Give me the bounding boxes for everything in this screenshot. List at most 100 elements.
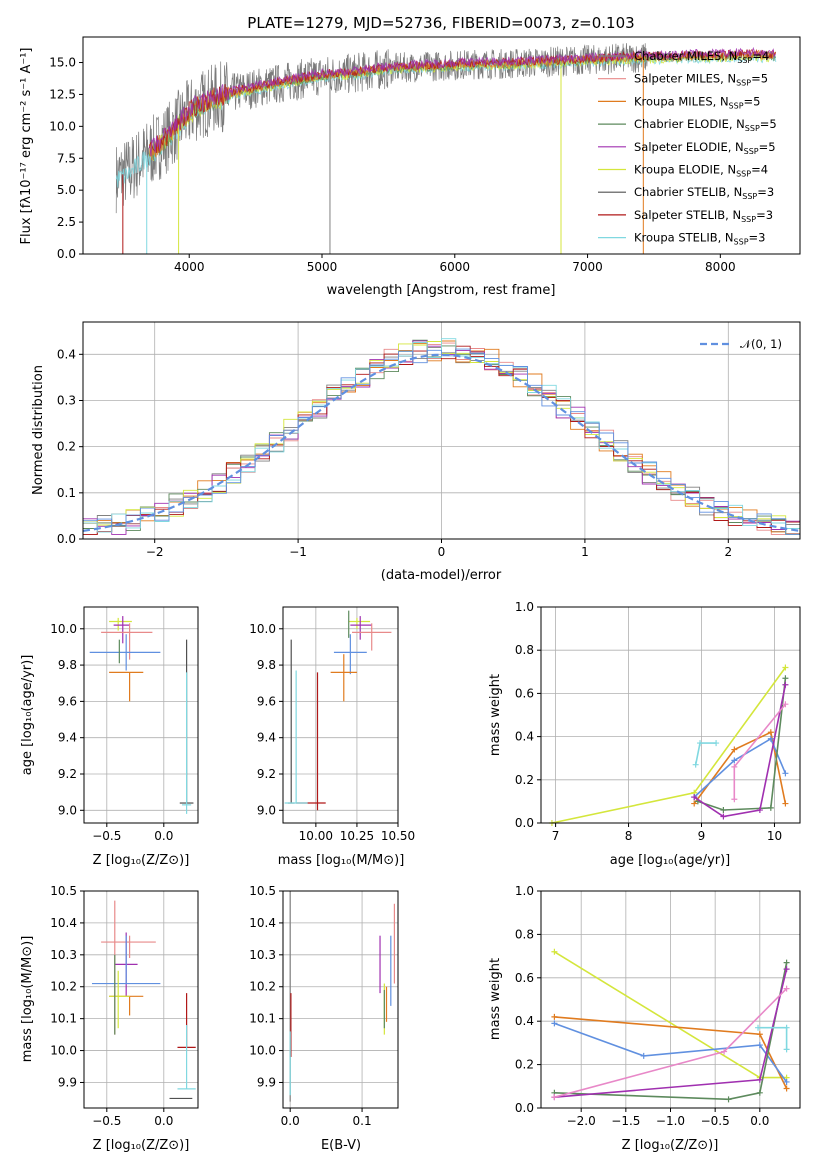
spectrum-xlabel: wavelength [Angstrom, rest frame] xyxy=(327,283,556,298)
z-weight-xlabel: Z [log₁₀(Z/Z⊙)] xyxy=(622,1138,719,1153)
z-age-ylabel: age [log₁₀(age/yr)] xyxy=(20,655,35,776)
chabrier-elodie-weights-marker xyxy=(767,804,774,811)
salpeter-elodie-weights-marker xyxy=(756,807,763,814)
kroupa-miles-zweights-marker xyxy=(756,1031,763,1038)
x-tick-label: 6000 xyxy=(440,260,471,274)
y-tick-label: 12.5 xyxy=(49,87,76,101)
salpeter_stelib-model-line xyxy=(148,48,777,154)
age-weight-panel: 7 8 9 10 0.0 0.2 0.4 0.6 0.8 1.0 age [log₁₀(age/y… xyxy=(488,600,801,868)
salpeter-elodie-weights-marker xyxy=(691,794,698,801)
legend-label-suffix: =3 xyxy=(757,185,774,199)
x-tick-label: 1 xyxy=(581,545,589,559)
y-tick-label: 0.8 xyxy=(515,927,534,941)
spectrum-panel: PLATE=1279, MJD=52736, FIBERID=0073, z=0… xyxy=(19,14,801,298)
kroupa-miles-zweights-marker xyxy=(551,1013,558,1020)
y-tick-label: 0.0 xyxy=(515,1101,534,1115)
legend-label-name: Salpeter MILES, N xyxy=(634,72,736,86)
ebv-mass-errorbars xyxy=(289,891,396,1102)
pink-weights-marker xyxy=(731,763,738,770)
z-mass-ylabel: mass [log₁₀(M/M⊙)] xyxy=(20,936,35,1063)
legend-label-name: Chabrier MILES, N xyxy=(634,49,737,63)
legend-label-subscript: SSP xyxy=(736,79,751,88)
kroupa-stelib-weights-marker xyxy=(697,740,704,747)
y-tick-label: 10.0 xyxy=(50,1044,77,1058)
mass-age-xlabel: mass [log₁₀(M/M⊙)] xyxy=(278,853,405,868)
legend-label-subscript: SSP xyxy=(729,101,744,110)
y-tick-label: 0.6 xyxy=(515,971,534,985)
residual-histograms xyxy=(82,338,801,535)
z-age-errorbars xyxy=(89,616,194,814)
salpeter-elodie-weights-marker xyxy=(720,813,727,820)
y-tick-label: 0.2 xyxy=(515,773,534,787)
x-tick-label: 4000 xyxy=(174,260,205,274)
normal-curve-legend-label: 𝒩(0, 1) xyxy=(740,337,782,351)
y-tick-label: 10.0 xyxy=(49,119,76,133)
z-mass-grid: −0.5 0.0 9.9 10.0 10.1 10.2 10.3 10.4 10.5 xyxy=(50,884,198,1128)
y-tick-label: 9.4 xyxy=(257,731,276,745)
y-tick-label: 10.2 xyxy=(249,980,276,994)
y-tick-label: 9.0 xyxy=(257,803,276,817)
salpeter-elodie-weights-line xyxy=(693,684,787,818)
kroupa-miles-weights-marker xyxy=(731,746,738,753)
chabrier-elodie-zweights-marker xyxy=(725,1096,732,1103)
y-tick-label: 9.4 xyxy=(58,731,77,745)
y-tick-label: 10.0 xyxy=(50,622,77,636)
kroupa-miles-weights-marker xyxy=(767,729,774,736)
legend-label-suffix: =3 xyxy=(756,208,773,222)
chabrier-elodie-weights-marker xyxy=(782,675,789,682)
kroupa-miles-weights-marker xyxy=(691,800,698,807)
z-weight-axes-frame xyxy=(540,890,801,1109)
legend-label-name: Chabrier ELODIE, N xyxy=(634,117,745,131)
kroupa-elodie-zweights-marker xyxy=(551,948,558,955)
y-tick-label: 10.1 xyxy=(249,1012,276,1026)
ebv-mass-grid: 0.0 0.1 9.9 10.0 10.1 10.2 10.3 10.4 10.5 xyxy=(249,884,398,1128)
y-tick-label: 9.2 xyxy=(58,767,77,781)
x-tick-label: 0.0 xyxy=(154,1114,173,1128)
salpeter-elodie-zweights-marker xyxy=(756,1076,763,1083)
legend-label-subscript: SSP xyxy=(736,170,751,179)
mass-age-errorbars xyxy=(284,610,392,811)
y-tick-label: 10.1 xyxy=(50,1012,77,1026)
x-tick-label: 7000 xyxy=(572,260,603,274)
legend-label-suffix: =5 xyxy=(744,94,761,108)
legend-label-suffix: =3 xyxy=(749,231,766,245)
legend-label-kroupa_stelib: Kroupa STELIB, NSSP=3 xyxy=(634,231,765,247)
normal-zweights-marker xyxy=(783,1078,790,1085)
legend-label-name: Chabrier STELIB, N xyxy=(634,185,742,199)
kroupa-stelib-weights-marker xyxy=(692,761,699,768)
salpeter-elodie-zweights-marker xyxy=(783,966,790,973)
y-tick-label: 9.9 xyxy=(58,1075,77,1089)
x-tick-label: 10.00 xyxy=(299,829,333,843)
y-tick-label: 0.8 xyxy=(515,643,534,657)
z-weight-lines xyxy=(551,948,790,1103)
kroupa-stelib-zweights-marker xyxy=(783,1024,790,1031)
normal-weights-marker xyxy=(782,770,789,777)
spectrum-lines xyxy=(115,43,777,254)
kroupa-stelib-zweights-marker xyxy=(755,1024,762,1031)
pink-zweights-marker xyxy=(783,985,790,992)
x-tick-label: −1.5 xyxy=(611,1114,640,1128)
kroupa-miles-weights-line xyxy=(693,731,787,805)
legend-label-name: Salpeter STELIB, N xyxy=(634,208,741,222)
x-tick-label: 0 xyxy=(438,545,446,559)
z-weight-panel: −2.0 −1.5 −1.0 −0.5 0.0 0.0 0.2 0.4 0.6 0.8 1.0 Z … xyxy=(488,884,801,1153)
y-tick-label: 9.6 xyxy=(257,694,276,708)
legend-label-subscript: SSP xyxy=(741,215,756,224)
pink-zweights-marker xyxy=(551,1094,558,1101)
y-tick-label: 9.2 xyxy=(257,767,276,781)
age-weight-xlabel: age [log₁₀(age/yr)] xyxy=(610,853,731,868)
normal-curve-line xyxy=(82,353,801,532)
z-mass-axes-frame xyxy=(83,890,199,1109)
legend-label-name: Kroupa MILES, N xyxy=(634,94,729,108)
z-mass-xlabel: Z [log₁₀(Z/Z⊙)] xyxy=(93,1138,190,1153)
x-tick-label: −0.5 xyxy=(92,1114,121,1128)
salpeter_elodie-model-line xyxy=(148,46,776,157)
y-tick-label: 0.4 xyxy=(515,730,534,744)
legend-label-subscript: SSP xyxy=(734,238,749,247)
normal-zweights-marker xyxy=(640,1052,647,1059)
legend-label-name: Kroupa ELODIE, N xyxy=(634,163,736,177)
chabrier-elodie-zweights-marker xyxy=(783,959,790,966)
observed-spectrum-line xyxy=(115,43,648,214)
